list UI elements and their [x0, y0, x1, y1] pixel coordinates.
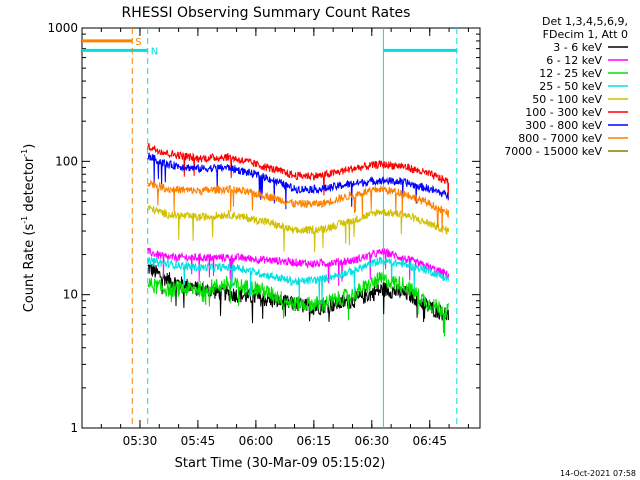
series-line-1: [147, 247, 450, 287]
series-line-6: [147, 152, 450, 210]
y-label-mid: detector: [22, 156, 37, 216]
x-tick-label-2: 06:00: [239, 434, 274, 448]
plot-frame: [81, 27, 481, 429]
y-label-end: ): [22, 144, 37, 149]
x-tick-label-4: 06:30: [355, 434, 390, 448]
x-axis-label: Start Time (30-Mar-09 05:15:02): [175, 456, 386, 471]
flag-label-0: S: [135, 37, 141, 48]
legend-header-line-1: Det 1,3,4,5,6,9,: [542, 15, 628, 28]
y-label-sup1: -1: [20, 216, 29, 224]
legend: Det 1,3,4,5,6,9, FDecim 1, Att 0 3 - 6 k…: [504, 15, 628, 158]
x-tick-label-0: 05:30: [123, 434, 158, 448]
series-line-2: [147, 271, 450, 337]
legend-label-6: 300 - 800 keV: [525, 119, 602, 132]
series-line-7: [147, 179, 450, 233]
y-label-main: Count Rate (s: [22, 224, 37, 313]
plot-border: [81, 27, 481, 429]
axis-ticks: 05:30 05:45 06:00 06:15 06:30 06:45 1 10 100 1000: [47, 21, 480, 448]
y-axis-label: Count Rate (s-1 detector-1): [20, 144, 37, 313]
legend-label-0: 3 - 6 keV: [553, 41, 602, 54]
legend-label-1: 6 - 12 keV: [546, 54, 602, 67]
legend-label-4: 50 - 100 keV: [532, 93, 602, 106]
y-tick-label-3: 1000: [47, 21, 78, 35]
x-tick-label-1: 05:45: [181, 434, 216, 448]
y-label-sup2: -1: [20, 149, 29, 157]
legend-label-5: 100 - 300 keV: [525, 106, 602, 119]
legend-header-line-2: FDecim 1, Att 0: [543, 28, 628, 41]
flag-bars: SN: [82, 37, 457, 57]
generated-timestamp: 14-Oct-2021 07:58: [560, 469, 636, 478]
x-tick-label-3: 06:15: [297, 434, 332, 448]
series-line-4: [147, 205, 450, 253]
legend-label-2: 12 - 25 keV: [539, 67, 602, 80]
flag-label-1: N: [151, 46, 158, 57]
series-line-5: [147, 143, 450, 201]
legend-label-3: 25 - 50 keV: [539, 80, 602, 93]
y-tick-label-2: 100: [55, 154, 78, 168]
series-line-3: [147, 256, 450, 304]
x-tick-label-5: 06:45: [412, 434, 447, 448]
series-lines: [147, 143, 450, 337]
legend-label-7: 800 - 7000 keV: [518, 132, 602, 145]
legend-label-8: 7000 - 15000 keV: [504, 145, 602, 158]
vertical-markers: [131, 28, 458, 428]
y-tick-label-0: 1: [70, 421, 78, 435]
chart-title: RHESSI Observing Summary Count Rates: [122, 5, 411, 21]
y-tick-label-1: 10: [63, 288, 78, 302]
